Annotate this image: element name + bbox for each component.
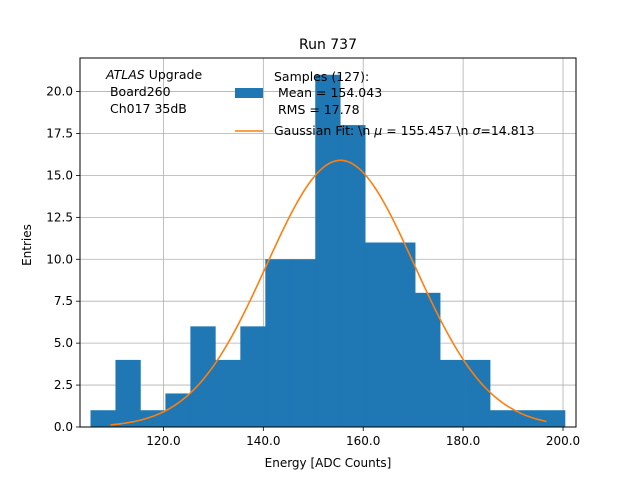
histogram-bar <box>490 410 516 427</box>
histogram-bar <box>265 259 291 427</box>
histogram-bar <box>165 393 191 427</box>
legend-fit-part-3: =14.813 <box>480 123 534 138</box>
x-tick-label: 160.0 <box>346 434 380 448</box>
chart-title: Run 737 <box>299 37 357 53</box>
annotation-line-3: Ch017 35dB <box>106 101 187 116</box>
legend-fit-part-2: = 155.457 \n <box>382 123 472 138</box>
histogram-bar <box>365 242 391 427</box>
y-axis-ticks: 0.0 2.5 5.0 7.5 10.0 12.5 15.0 17.5 20.0 <box>46 85 80 434</box>
histogram-bar <box>515 410 541 427</box>
x-tick-label: 200.0 <box>546 434 580 448</box>
y-tick-label: 10.0 <box>46 252 73 266</box>
gaussian-fit-line <box>110 159 547 426</box>
legend-histogram-label-line-2: Mean = 154.043 <box>274 85 382 100</box>
y-tick-label: 5.0 <box>54 336 73 350</box>
legend-histogram-label-line-1: Samples (127): <box>274 69 369 84</box>
y-tick-label: 7.5 <box>54 294 73 308</box>
legend-fit-label: Gaussian Fit: \n μ = 155.457 \n σ=14.813 <box>274 123 535 138</box>
histogram-bar <box>465 359 491 427</box>
y-tick-label: 0.0 <box>54 420 73 434</box>
x-tick-label: 180.0 <box>446 434 480 448</box>
histogram-bar <box>240 326 266 427</box>
y-axis-label: Entries <box>20 224 34 266</box>
legend-fit-mu: μ <box>373 123 382 138</box>
annotation-italic-prefix: ATLAS <box>105 67 145 82</box>
histogram-bar <box>115 359 141 427</box>
y-tick-label: 17.5 <box>46 126 73 140</box>
histogram-bar <box>290 259 316 427</box>
y-tick-label: 20.0 <box>46 85 73 99</box>
legend-fit-part-1: Gaussian Fit: \n <box>274 123 374 138</box>
histogram-bar <box>540 410 566 427</box>
histogram-bar <box>315 74 341 427</box>
gaussian-fit <box>110 159 547 426</box>
annotation-line-1-text: Upgrade <box>149 67 203 82</box>
histogram-bar <box>90 410 116 427</box>
histogram-bar <box>415 292 441 427</box>
legend-fit-sigma: σ <box>472 123 481 138</box>
x-axis-ticks: 120.0 140.0 160.0 180.0 200.0 <box>146 427 580 448</box>
histogram-bar <box>215 359 241 427</box>
y-tick-label: 12.5 <box>46 210 73 224</box>
annotation-line-1: ATLAS Upgrade <box>105 67 202 82</box>
histogram-bars <box>90 74 566 427</box>
x-tick-label: 120.0 <box>146 434 180 448</box>
x-axis-label: Energy [ADC Counts] <box>265 456 392 470</box>
legend-histogram-label-line-3: RMS = 17.78 <box>274 102 360 117</box>
y-tick-label: 15.0 <box>46 168 73 182</box>
histogram-bar <box>190 326 216 427</box>
atlas-annotation: ATLAS Upgrade Board260 Ch017 35dB <box>105 67 202 116</box>
histogram-bar <box>440 359 466 427</box>
legend-histogram-swatch <box>235 88 263 98</box>
x-tick-label: 140.0 <box>246 434 280 448</box>
histogram-bar <box>390 242 416 427</box>
histogram-bar <box>340 125 366 427</box>
legend: Samples (127): Mean = 154.043 RMS = 17.7… <box>235 69 535 138</box>
axes-frame <box>79 57 577 428</box>
annotation-line-2: Board260 <box>106 84 171 99</box>
y-tick-label: 2.5 <box>54 378 73 392</box>
